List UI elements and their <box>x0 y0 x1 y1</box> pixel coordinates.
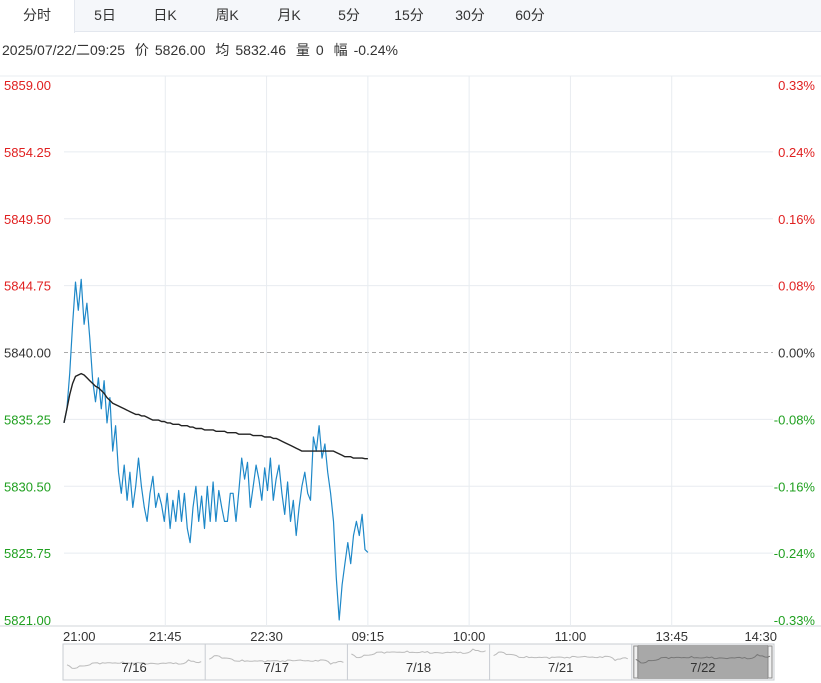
y-right-tick-label: 0.16% <box>778 212 815 227</box>
navigator-sparkline <box>351 648 486 659</box>
y-right-tick-label: -0.33% <box>774 613 816 628</box>
price-value: 5826.00 <box>154 42 206 58</box>
tab-7[interactable]: 30分 <box>455 7 485 23</box>
volume-label: 量 <box>295 42 310 58</box>
y-right-tick-label: 0.24% <box>778 145 815 160</box>
tab-2[interactable]: 日K <box>153 7 177 23</box>
x-tick-label: 22:30 <box>250 629 283 644</box>
avg-value: 5832.46 <box>235 42 286 58</box>
tab-6[interactable]: 15分 <box>394 7 424 23</box>
navigator-sparkline <box>208 655 344 665</box>
price-label: 价 <box>134 42 149 58</box>
navigator-day-label: 7/16 <box>121 660 146 675</box>
tab-4[interactable]: 月K <box>277 7 301 23</box>
navigator-sparkline <box>66 659 202 669</box>
y-right-tick-label: -0.16% <box>774 479 816 494</box>
navigator-right-handle[interactable] <box>767 645 773 679</box>
x-tick-label: 14:30 <box>744 629 777 644</box>
navigator-day-label: 7/18 <box>406 660 431 675</box>
y-right-tick-label: 0.33% <box>778 78 815 93</box>
average-series-line <box>63 372 368 460</box>
y-left-tick-label: 5840.00 <box>4 346 51 361</box>
tab-8[interactable]: 60分 <box>515 7 545 23</box>
volume-value: 0 <box>315 42 324 58</box>
x-tick-label: 21:45 <box>149 629 182 644</box>
y-left-tick-label: 5830.50 <box>4 479 51 494</box>
y-left-tick-label: 5825.75 <box>4 546 51 561</box>
navigator-sparkline <box>635 653 771 664</box>
x-tick-label: 13:45 <box>655 629 688 644</box>
navigator-day-label: 7/21 <box>548 660 573 675</box>
y-right-tick-label: -0.08% <box>774 412 816 427</box>
tab-3[interactable]: 周K <box>215 7 239 23</box>
y-left-tick-label: 5859.00 <box>4 78 51 93</box>
y-left-tick-label: 5821.00 <box>4 613 51 628</box>
x-tick-label: 09:15 <box>352 629 385 644</box>
y-right-tick-label: -0.24% <box>774 546 816 561</box>
y-right-tick-label: 0.08% <box>778 279 815 294</box>
navigator-day-label: 7/17 <box>264 660 289 675</box>
y-left-tick-label: 5844.75 <box>4 279 51 294</box>
y-left-tick-label: 5849.50 <box>4 212 51 227</box>
navigator-day-label: 7/22 <box>690 660 715 675</box>
tab-5[interactable]: 5分 <box>338 7 360 23</box>
navigator-left-handle[interactable] <box>633 645 639 679</box>
change-value: -0.24% <box>353 42 398 58</box>
y-right-tick-label: 0.00% <box>778 346 815 361</box>
y-left-tick-label: 5854.25 <box>4 145 51 160</box>
quote-datetime: 2025/07/22/二09:25 <box>2 42 125 58</box>
x-tick-label: 11:00 <box>555 629 587 644</box>
y-left-tick-label: 5835.25 <box>4 412 51 427</box>
tab-0[interactable]: 分时 <box>0 0 75 33</box>
navigator-selection[interactable] <box>637 645 768 679</box>
change-label: 幅 <box>333 42 348 58</box>
tab-1[interactable]: 5日 <box>94 7 116 23</box>
price-series-line <box>63 278 369 621</box>
navigator-sparkline <box>493 651 628 662</box>
x-tick-label: 21:00 <box>63 629 96 644</box>
x-tick-label: 10:00 <box>453 629 486 644</box>
avg-label: 均 <box>215 42 230 58</box>
period-tab-bar: 分时 5日 日K 周K 月K 5分 15分 30分 60分 <box>0 0 821 33</box>
